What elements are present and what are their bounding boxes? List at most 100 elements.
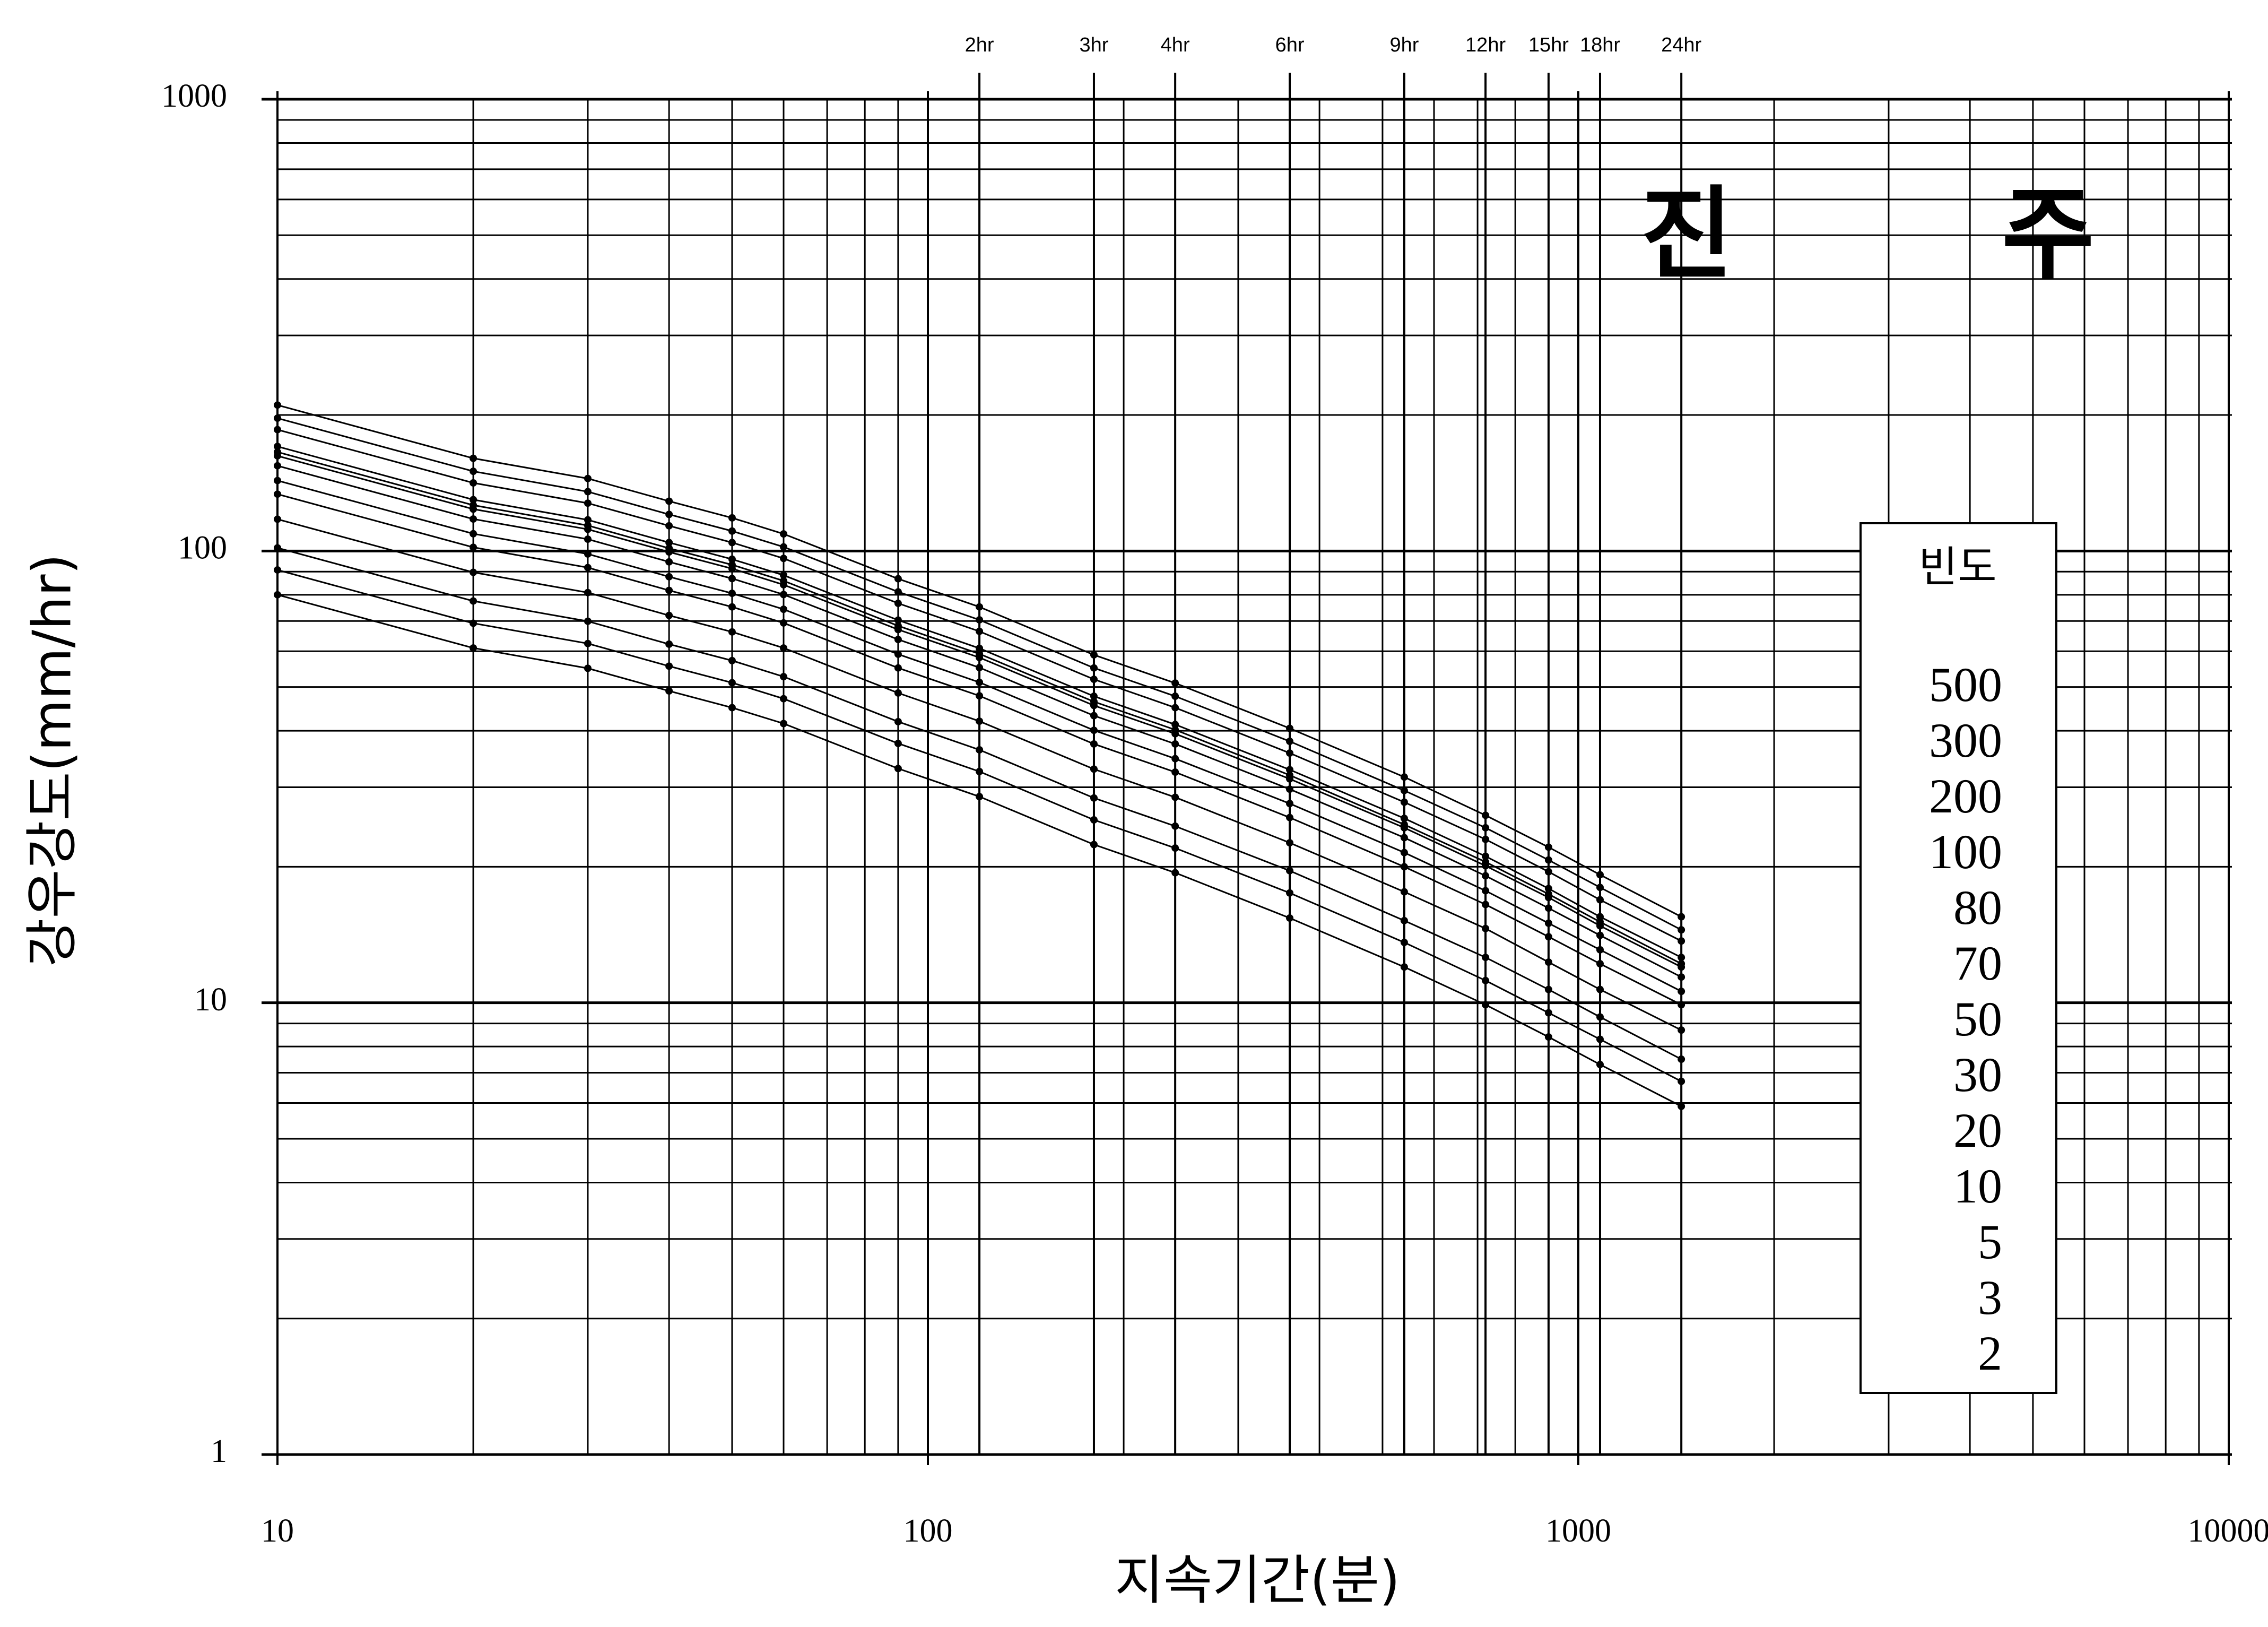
- data-point: [1286, 785, 1294, 793]
- data-point: [584, 664, 592, 672]
- data-point: [976, 793, 984, 801]
- data-point: [470, 530, 477, 538]
- data-point: [1544, 856, 1552, 864]
- data-point: [1090, 740, 1098, 748]
- data-point: [976, 664, 984, 672]
- data-point: [584, 525, 592, 533]
- data-point: [1482, 887, 1490, 895]
- data-point: [1171, 721, 1179, 729]
- x-tick-label: 10000: [2188, 1513, 2268, 1549]
- data-point: [1482, 924, 1490, 932]
- x-tick-label: 10: [261, 1513, 294, 1549]
- series-line: [277, 480, 1682, 992]
- data-point: [780, 571, 788, 579]
- data-point: [1400, 963, 1408, 971]
- legend-title: 빈도: [1918, 542, 1996, 592]
- data-point: [1090, 676, 1098, 683]
- series-line: [277, 569, 1682, 1083]
- series-line: [277, 493, 1682, 1006]
- data-point: [1400, 815, 1408, 823]
- data-point: [728, 565, 736, 573]
- y-tick-label: 1: [211, 1433, 227, 1469]
- data-point: [1596, 913, 1604, 921]
- y-axis-label: 강우강도(mm/hr): [21, 553, 83, 967]
- data-point: [1286, 814, 1294, 821]
- legend-entry: 100: [1929, 825, 2002, 879]
- data-point: [1678, 1055, 1685, 1063]
- data-point: [1544, 933, 1552, 941]
- data-point: [584, 617, 592, 625]
- data-point: [1678, 926, 1685, 934]
- data-point: [1171, 793, 1179, 801]
- data-point: [1400, 834, 1408, 842]
- data-point: [584, 564, 592, 572]
- chart-title: 진 주: [1640, 176, 2211, 293]
- data-point: [584, 474, 592, 482]
- data-point: [1482, 862, 1490, 870]
- data-point: [894, 765, 902, 773]
- data-point: [1544, 843, 1552, 851]
- data-point: [780, 530, 788, 538]
- data-point: [780, 720, 788, 728]
- data-point: [1286, 738, 1294, 746]
- legend-entry: 20: [1953, 1103, 2002, 1157]
- data-point: [894, 588, 902, 596]
- data-point: [1286, 749, 1294, 757]
- data-point: [1090, 765, 1098, 773]
- data-point: [1596, 985, 1604, 993]
- data-point: [780, 619, 788, 627]
- data-point: [470, 468, 477, 475]
- legend-entry: 50: [1953, 992, 2002, 1046]
- y-tick-label: 10: [194, 982, 227, 1018]
- data-point: [976, 627, 984, 635]
- data-point: [728, 628, 736, 636]
- legend-entry: 500: [1929, 657, 2002, 712]
- data-point: [1544, 894, 1552, 902]
- data-point: [1678, 988, 1685, 996]
- data-point: [584, 535, 592, 543]
- data-point: [780, 695, 788, 703]
- data-point: [1596, 871, 1604, 879]
- data-point: [976, 678, 984, 686]
- data-point: [584, 488, 592, 496]
- data-point: [665, 640, 673, 648]
- data-point: [665, 573, 673, 581]
- data-point: [665, 539, 673, 547]
- data-point: [894, 717, 902, 725]
- data-point: [274, 414, 281, 422]
- data-point: [584, 516, 592, 524]
- data-point: [1596, 1035, 1604, 1043]
- data-point: [1678, 1001, 1685, 1009]
- data-point: [1544, 885, 1552, 893]
- y-tick-label: 100: [178, 530, 227, 566]
- series-line: [277, 455, 1682, 968]
- top-tick-label: 2hr: [965, 34, 994, 56]
- data-point: [1090, 726, 1098, 734]
- series-line: [277, 429, 1682, 942]
- data-point: [665, 558, 673, 566]
- data-point: [470, 515, 477, 523]
- top-tick-label: 3hr: [1080, 34, 1109, 56]
- data-point: [728, 527, 736, 535]
- data-point: [728, 603, 736, 611]
- x-tick-label: 100: [903, 1513, 953, 1549]
- data-point: [1482, 1001, 1490, 1009]
- data-point: [1596, 884, 1604, 892]
- data-point: [1400, 863, 1408, 871]
- top-tick-label: 6hr: [1275, 34, 1305, 56]
- data-point: [728, 555, 736, 563]
- legend-entry: 200: [1929, 769, 2002, 823]
- data-point: [894, 575, 902, 583]
- series-line: [277, 445, 1682, 958]
- data-point: [728, 679, 736, 687]
- data-point: [1596, 1061, 1604, 1069]
- data-point: [1286, 839, 1294, 847]
- data-point: [1482, 872, 1490, 880]
- data-point: [894, 599, 902, 607]
- data-point: [1596, 931, 1604, 939]
- data-point: [274, 452, 281, 460]
- top-tick-label: 9hr: [1389, 34, 1419, 56]
- data-point: [1400, 824, 1408, 832]
- data-point: [1286, 914, 1294, 922]
